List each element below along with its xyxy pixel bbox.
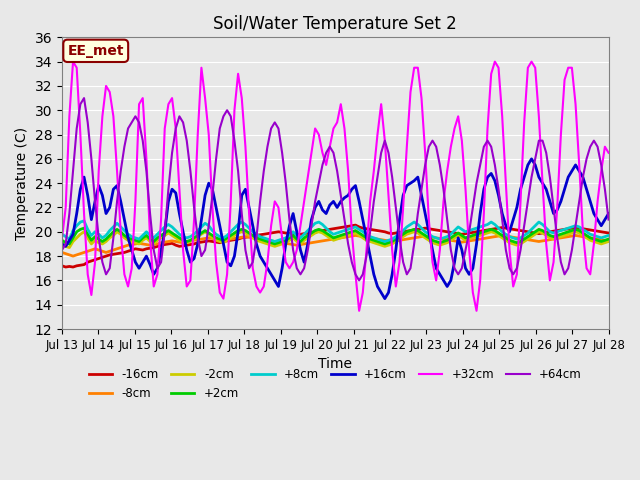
+32cm bbox=[444, 168, 451, 174]
-16cm bbox=[278, 229, 286, 235]
-8cm bbox=[374, 236, 381, 242]
+64cm bbox=[348, 259, 356, 265]
Line: +8cm: +8cm bbox=[62, 221, 609, 241]
+8cm bbox=[271, 239, 278, 244]
+2cm bbox=[351, 228, 359, 233]
-2cm bbox=[58, 241, 66, 247]
+8cm bbox=[58, 231, 66, 237]
+16cm bbox=[605, 211, 612, 216]
+16cm bbox=[238, 192, 246, 198]
-8cm bbox=[348, 233, 356, 239]
+8cm bbox=[241, 222, 249, 228]
Line: -16cm: -16cm bbox=[62, 225, 609, 267]
-2cm bbox=[80, 229, 88, 235]
-8cm bbox=[69, 253, 77, 259]
-16cm bbox=[351, 222, 359, 228]
+16cm bbox=[344, 192, 352, 198]
-16cm bbox=[62, 264, 70, 270]
Legend: -16cm, -8cm, -2cm, +2cm, +8cm, +16cm, +32cm, +64cm: -16cm, -8cm, -2cm, +2cm, +8cm, +16cm, +3… bbox=[84, 363, 587, 405]
+16cm bbox=[440, 277, 447, 283]
+32cm bbox=[278, 235, 286, 241]
+2cm bbox=[444, 238, 451, 243]
+64cm bbox=[444, 217, 451, 223]
+16cm bbox=[275, 284, 282, 289]
+2cm bbox=[516, 239, 524, 244]
Text: EE_met: EE_met bbox=[67, 44, 124, 58]
-8cm bbox=[278, 240, 286, 246]
-8cm bbox=[58, 250, 66, 255]
+32cm bbox=[58, 235, 66, 241]
Line: +64cm: +64cm bbox=[62, 98, 609, 280]
+64cm bbox=[58, 247, 66, 253]
Title: Soil/Water Temperature Set 2: Soil/Water Temperature Set 2 bbox=[213, 15, 457, 33]
-8cm bbox=[605, 238, 612, 244]
-16cm bbox=[241, 234, 249, 240]
Line: -2cm: -2cm bbox=[62, 232, 609, 248]
+8cm bbox=[374, 236, 381, 242]
+32cm bbox=[516, 199, 524, 204]
+32cm bbox=[241, 144, 249, 150]
-2cm bbox=[282, 240, 290, 246]
-2cm bbox=[65, 245, 73, 251]
Line: -8cm: -8cm bbox=[62, 235, 609, 256]
+64cm bbox=[605, 217, 612, 223]
+8cm bbox=[80, 218, 88, 224]
+2cm bbox=[80, 225, 88, 231]
+2cm bbox=[282, 238, 290, 243]
+16cm bbox=[528, 156, 536, 162]
+32cm bbox=[348, 229, 356, 235]
+64cm bbox=[278, 150, 286, 156]
+32cm bbox=[355, 308, 363, 313]
+8cm bbox=[444, 234, 451, 240]
+2cm bbox=[374, 239, 381, 244]
+16cm bbox=[366, 253, 374, 259]
+8cm bbox=[282, 235, 290, 241]
-8cm bbox=[351, 232, 359, 238]
+2cm bbox=[245, 230, 253, 236]
-2cm bbox=[245, 232, 253, 238]
+16cm bbox=[513, 204, 521, 210]
+64cm bbox=[516, 247, 524, 253]
+32cm bbox=[605, 150, 612, 156]
+2cm bbox=[605, 236, 612, 242]
-2cm bbox=[605, 239, 612, 244]
+2cm bbox=[65, 241, 73, 247]
-2cm bbox=[516, 241, 524, 247]
Line: +2cm: +2cm bbox=[62, 228, 609, 244]
-16cm bbox=[374, 228, 381, 233]
-16cm bbox=[516, 228, 524, 233]
-16cm bbox=[444, 229, 451, 235]
+64cm bbox=[355, 277, 363, 283]
Y-axis label: Temperature (C): Temperature (C) bbox=[15, 127, 29, 240]
-16cm bbox=[605, 230, 612, 236]
X-axis label: Time: Time bbox=[318, 357, 352, 372]
-8cm bbox=[516, 236, 524, 241]
+32cm bbox=[374, 132, 381, 137]
+8cm bbox=[516, 235, 524, 241]
-2cm bbox=[444, 240, 451, 246]
-8cm bbox=[241, 234, 249, 240]
-8cm bbox=[444, 237, 451, 242]
+16cm bbox=[58, 241, 66, 247]
+32cm bbox=[69, 59, 77, 64]
+16cm bbox=[381, 296, 388, 301]
+2cm bbox=[58, 238, 66, 243]
+8cm bbox=[351, 224, 359, 230]
+8cm bbox=[605, 232, 612, 238]
-2cm bbox=[374, 241, 381, 247]
-16cm bbox=[348, 223, 356, 228]
Line: +16cm: +16cm bbox=[62, 159, 609, 299]
+64cm bbox=[241, 247, 249, 253]
+64cm bbox=[374, 174, 381, 180]
-2cm bbox=[351, 230, 359, 236]
Line: +32cm: +32cm bbox=[62, 61, 609, 311]
-16cm bbox=[58, 263, 66, 269]
+64cm bbox=[80, 95, 88, 101]
